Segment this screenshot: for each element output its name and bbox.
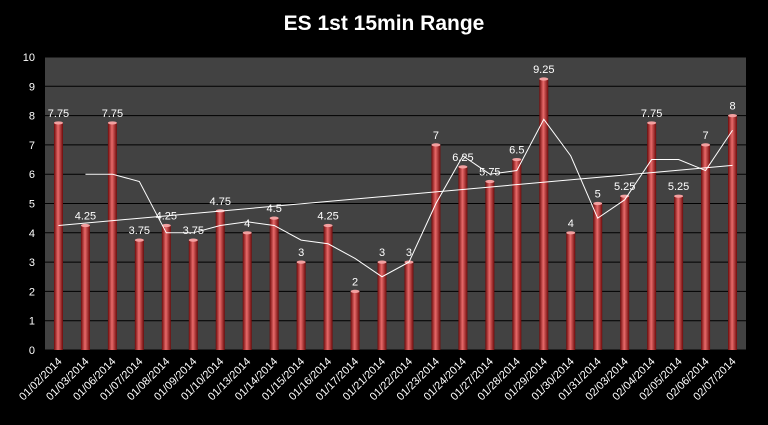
trendline [58, 164, 733, 226]
bar-cap [53, 121, 63, 125]
bar-cap [269, 216, 279, 220]
data-label: 4.5 [267, 203, 282, 215]
bar [269, 218, 279, 350]
bar-cap [350, 289, 360, 293]
bar-cap [188, 238, 198, 242]
bar-cap [674, 194, 684, 198]
y-tick-label: 3 [29, 257, 35, 269]
data-label: 4.75 [210, 196, 231, 208]
bar-cap [539, 77, 549, 81]
bar [377, 262, 387, 350]
bar-cap [701, 143, 711, 147]
data-label: 9.25 [533, 64, 554, 76]
bar-cap [242, 231, 252, 235]
data-label: 5.25 [668, 181, 689, 193]
bar [674, 196, 684, 350]
bar [80, 225, 90, 350]
data-label: 7.75 [48, 108, 69, 120]
data-labels: 7.75 4.25 7.75 3.75 4.25 3.75 4.75 4 4.5 3 4.25 2 3 3… [48, 64, 736, 288]
bar-cap [593, 201, 603, 206]
y-tick-label: 10 [23, 52, 35, 64]
bar [566, 232, 576, 350]
data-label: 5.75 [479, 167, 500, 179]
bar-cap [161, 223, 171, 228]
bar [404, 262, 414, 350]
data-label: 4.25 [317, 210, 338, 222]
data-label: 4.25 [75, 210, 96, 222]
data-label: 5.25 [614, 181, 635, 193]
bar [323, 225, 333, 350]
bar [593, 203, 603, 350]
y-tick-label: 9 [29, 81, 35, 93]
y-tick-label: 8 [29, 111, 35, 123]
bar [188, 240, 198, 350]
bar-cap [134, 238, 144, 242]
bar [728, 115, 738, 350]
bar [431, 144, 441, 350]
data-label: 6.25 [452, 152, 473, 164]
data-label: 4 [568, 218, 574, 230]
bar-cap [728, 114, 738, 118]
data-label: 3.75 [183, 225, 204, 237]
data-label: 2 [352, 276, 358, 288]
data-label: 3 [298, 247, 304, 259]
data-label: 5 [595, 189, 601, 201]
data-label: 7.75 [641, 108, 662, 120]
bar-cap [107, 121, 117, 125]
data-label: 7 [433, 130, 439, 142]
y-tick-label: 0 [29, 345, 35, 357]
chart-title: ES 1st 15min Range [283, 12, 485, 35]
y-tick-label: 6 [29, 169, 35, 181]
data-label: 7 [702, 130, 708, 142]
bar [296, 262, 306, 350]
bar [539, 78, 549, 350]
bar [107, 122, 117, 350]
data-label: 3 [406, 247, 412, 259]
bar [242, 232, 252, 350]
bar [350, 291, 360, 350]
data-label: 8 [729, 101, 735, 113]
y-axis-ticks: 0 1 2 3 4 5 6 7 8 9 10 [23, 52, 35, 357]
data-label: 3.75 [129, 225, 150, 237]
data-label: 4.25 [156, 210, 177, 222]
bar [53, 122, 63, 350]
lines [58, 118, 733, 278]
bar [458, 166, 468, 350]
bar [512, 159, 522, 350]
bar [485, 181, 495, 350]
x-axis-ticks: 01/02/201401/03/201401/06/201401/07/2014… [17, 356, 738, 403]
bar-cap [296, 260, 306, 264]
y-tick-label: 2 [29, 286, 35, 298]
y-tick-label: 7 [29, 140, 35, 152]
y-tick-label: 5 [29, 199, 35, 211]
bar-cap [458, 165, 468, 169]
y-tick-label: 1 [29, 316, 35, 328]
bar-cap [80, 223, 90, 228]
bar [620, 196, 630, 350]
bar-cap [485, 179, 495, 184]
y-tick-label: 4 [29, 228, 35, 240]
bar [701, 144, 711, 350]
data-label: 6.5 [509, 145, 524, 157]
bar-cap [431, 143, 441, 147]
bar-cap [377, 260, 387, 264]
bar [134, 240, 144, 350]
data-label: 7.75 [102, 108, 123, 120]
moving-average-line [85, 118, 733, 278]
bar [215, 210, 225, 350]
bar-cap [323, 223, 333, 228]
data-label: 3 [379, 247, 385, 259]
data-label: 4 [244, 218, 250, 230]
bar-cap [647, 121, 657, 125]
bar-cap [566, 231, 576, 235]
bars [53, 77, 738, 350]
bar [161, 225, 171, 350]
bar-cap [512, 157, 522, 162]
bar [647, 122, 657, 350]
